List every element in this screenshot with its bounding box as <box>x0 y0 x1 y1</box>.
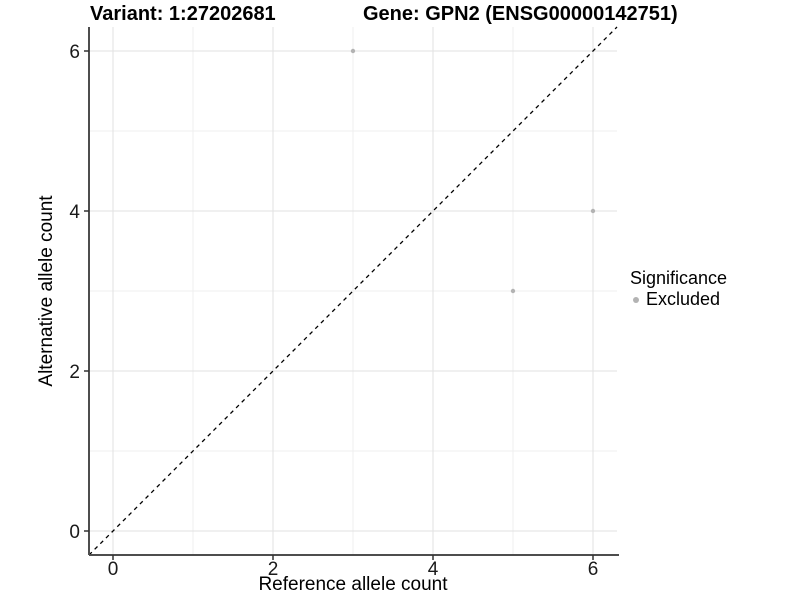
x-tick-label: 4 <box>428 559 439 580</box>
legend-title: Significance <box>630 268 728 288</box>
x-tick-label: 2 <box>268 559 279 580</box>
legend: Significance Excluded <box>630 268 727 310</box>
plot-title-gene: Gene: GPN2 (ENSG00000142751) <box>363 3 678 25</box>
legend-item-excluded: Excluded <box>630 289 727 310</box>
data-point <box>590 208 596 214</box>
legend-point-icon <box>633 296 639 303</box>
y-tick-label: 4 <box>69 202 80 223</box>
x-tick-label: 6 <box>588 559 599 580</box>
y-axis-title: Alternative allele count <box>36 195 57 387</box>
y-tick-label: 6 <box>69 42 80 63</box>
data-point <box>510 288 516 294</box>
x-tick-label: 0 <box>108 559 119 580</box>
data-point <box>350 48 356 54</box>
y-tick-label: 0 <box>69 522 80 543</box>
plot-title-variant: Variant: 1:27202681 <box>90 3 276 25</box>
x-axis-title: Reference allele count <box>258 574 448 595</box>
legend-item-label: Excluded <box>646 289 721 309</box>
y-tick-label: 2 <box>69 362 80 383</box>
